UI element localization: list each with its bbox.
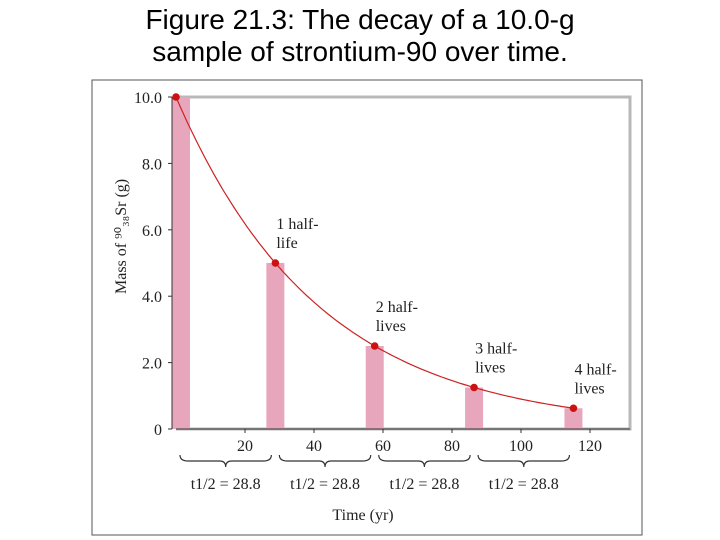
half-life-label-1: t1/2 = 28.8 (290, 476, 360, 493)
y-tick-label-4: 8.0 (142, 156, 162, 173)
annotation-1-line-1: 1 half- (276, 216, 318, 233)
data-point-3 (470, 383, 478, 392)
half-life-label-3: t1/2 = 28.8 (489, 476, 559, 493)
brace-0 (179, 454, 272, 468)
annotation-2-line-2: lives (376, 318, 406, 335)
data-point-4 (569, 404, 578, 413)
annotation-2-line-1: 2 half- (376, 299, 418, 316)
bar-4 (564, 408, 583, 429)
bar-2 (365, 346, 384, 429)
half-life-label-2: t1/2 = 28.8 (389, 476, 459, 493)
annotation-3-line-1: 3 half- (475, 341, 517, 358)
y-axis: 0 2.0 4.0 6.0 8.0 10.0 (134, 90, 173, 439)
x-tick-label-4: 100 (509, 438, 533, 455)
x-tick-label-5: 120 (578, 438, 602, 455)
brace-3 (477, 454, 571, 468)
annotation-4-line-2: lives (574, 380, 604, 397)
brace-2 (378, 454, 471, 468)
figure-title: Figure 21.3: The decay of a 10.0-g sampl… (0, 4, 720, 68)
brace-1 (278, 454, 372, 468)
y-tick-label-2: 4.0 (142, 289, 162, 306)
x-tick-label-0: 20 (237, 438, 253, 455)
data-point-2 (370, 342, 379, 350)
half-life-braces: t1/2 = 28.8 t1/2 = 28.8 t1/2 = 28.8 t1/2 = … (179, 454, 571, 493)
y-tick-label-5: 10.0 (134, 90, 162, 107)
bar-3 (465, 387, 484, 429)
x-axis-label: Time (yr) (332, 507, 393, 524)
annotation-3-line-2: lives (475, 360, 505, 377)
half-life-label-0: t1/2 = 28.8 (191, 476, 261, 493)
bar-1 (266, 263, 285, 429)
x-axis: 20 40 60 80 100 120 (176, 428, 630, 455)
bars-group (172, 97, 583, 429)
data-point-0 (172, 93, 180, 101)
x-tick-label-3: 80 (444, 438, 460, 455)
data-point-1 (271, 259, 280, 267)
x-tick-label-2: 60 (375, 438, 391, 455)
y-tick-label-0: 0 (154, 422, 162, 439)
y-axis-label: Mass of ⁹⁰₃₈Sr (g) (113, 179, 130, 294)
y-tick-label-3: 6.0 (142, 223, 162, 240)
x-tick-label-1: 40 (306, 438, 322, 455)
annotations-group: 1 half-life 2 half-lives 3 half-lives 4 hal… (276, 216, 616, 397)
annotation-1-line-2: life (276, 235, 297, 252)
bar-0 (172, 97, 190, 429)
figure-title-line-2: sample of strontium-90 over time. (152, 36, 568, 67)
y-tick-label-1: 2.0 (142, 356, 162, 373)
annotation-4-line-1: 4 half- (574, 361, 616, 378)
points-group (172, 93, 578, 413)
figure-title-line-1: Figure 21.3: The decay of a 10.0-g (145, 4, 575, 35)
